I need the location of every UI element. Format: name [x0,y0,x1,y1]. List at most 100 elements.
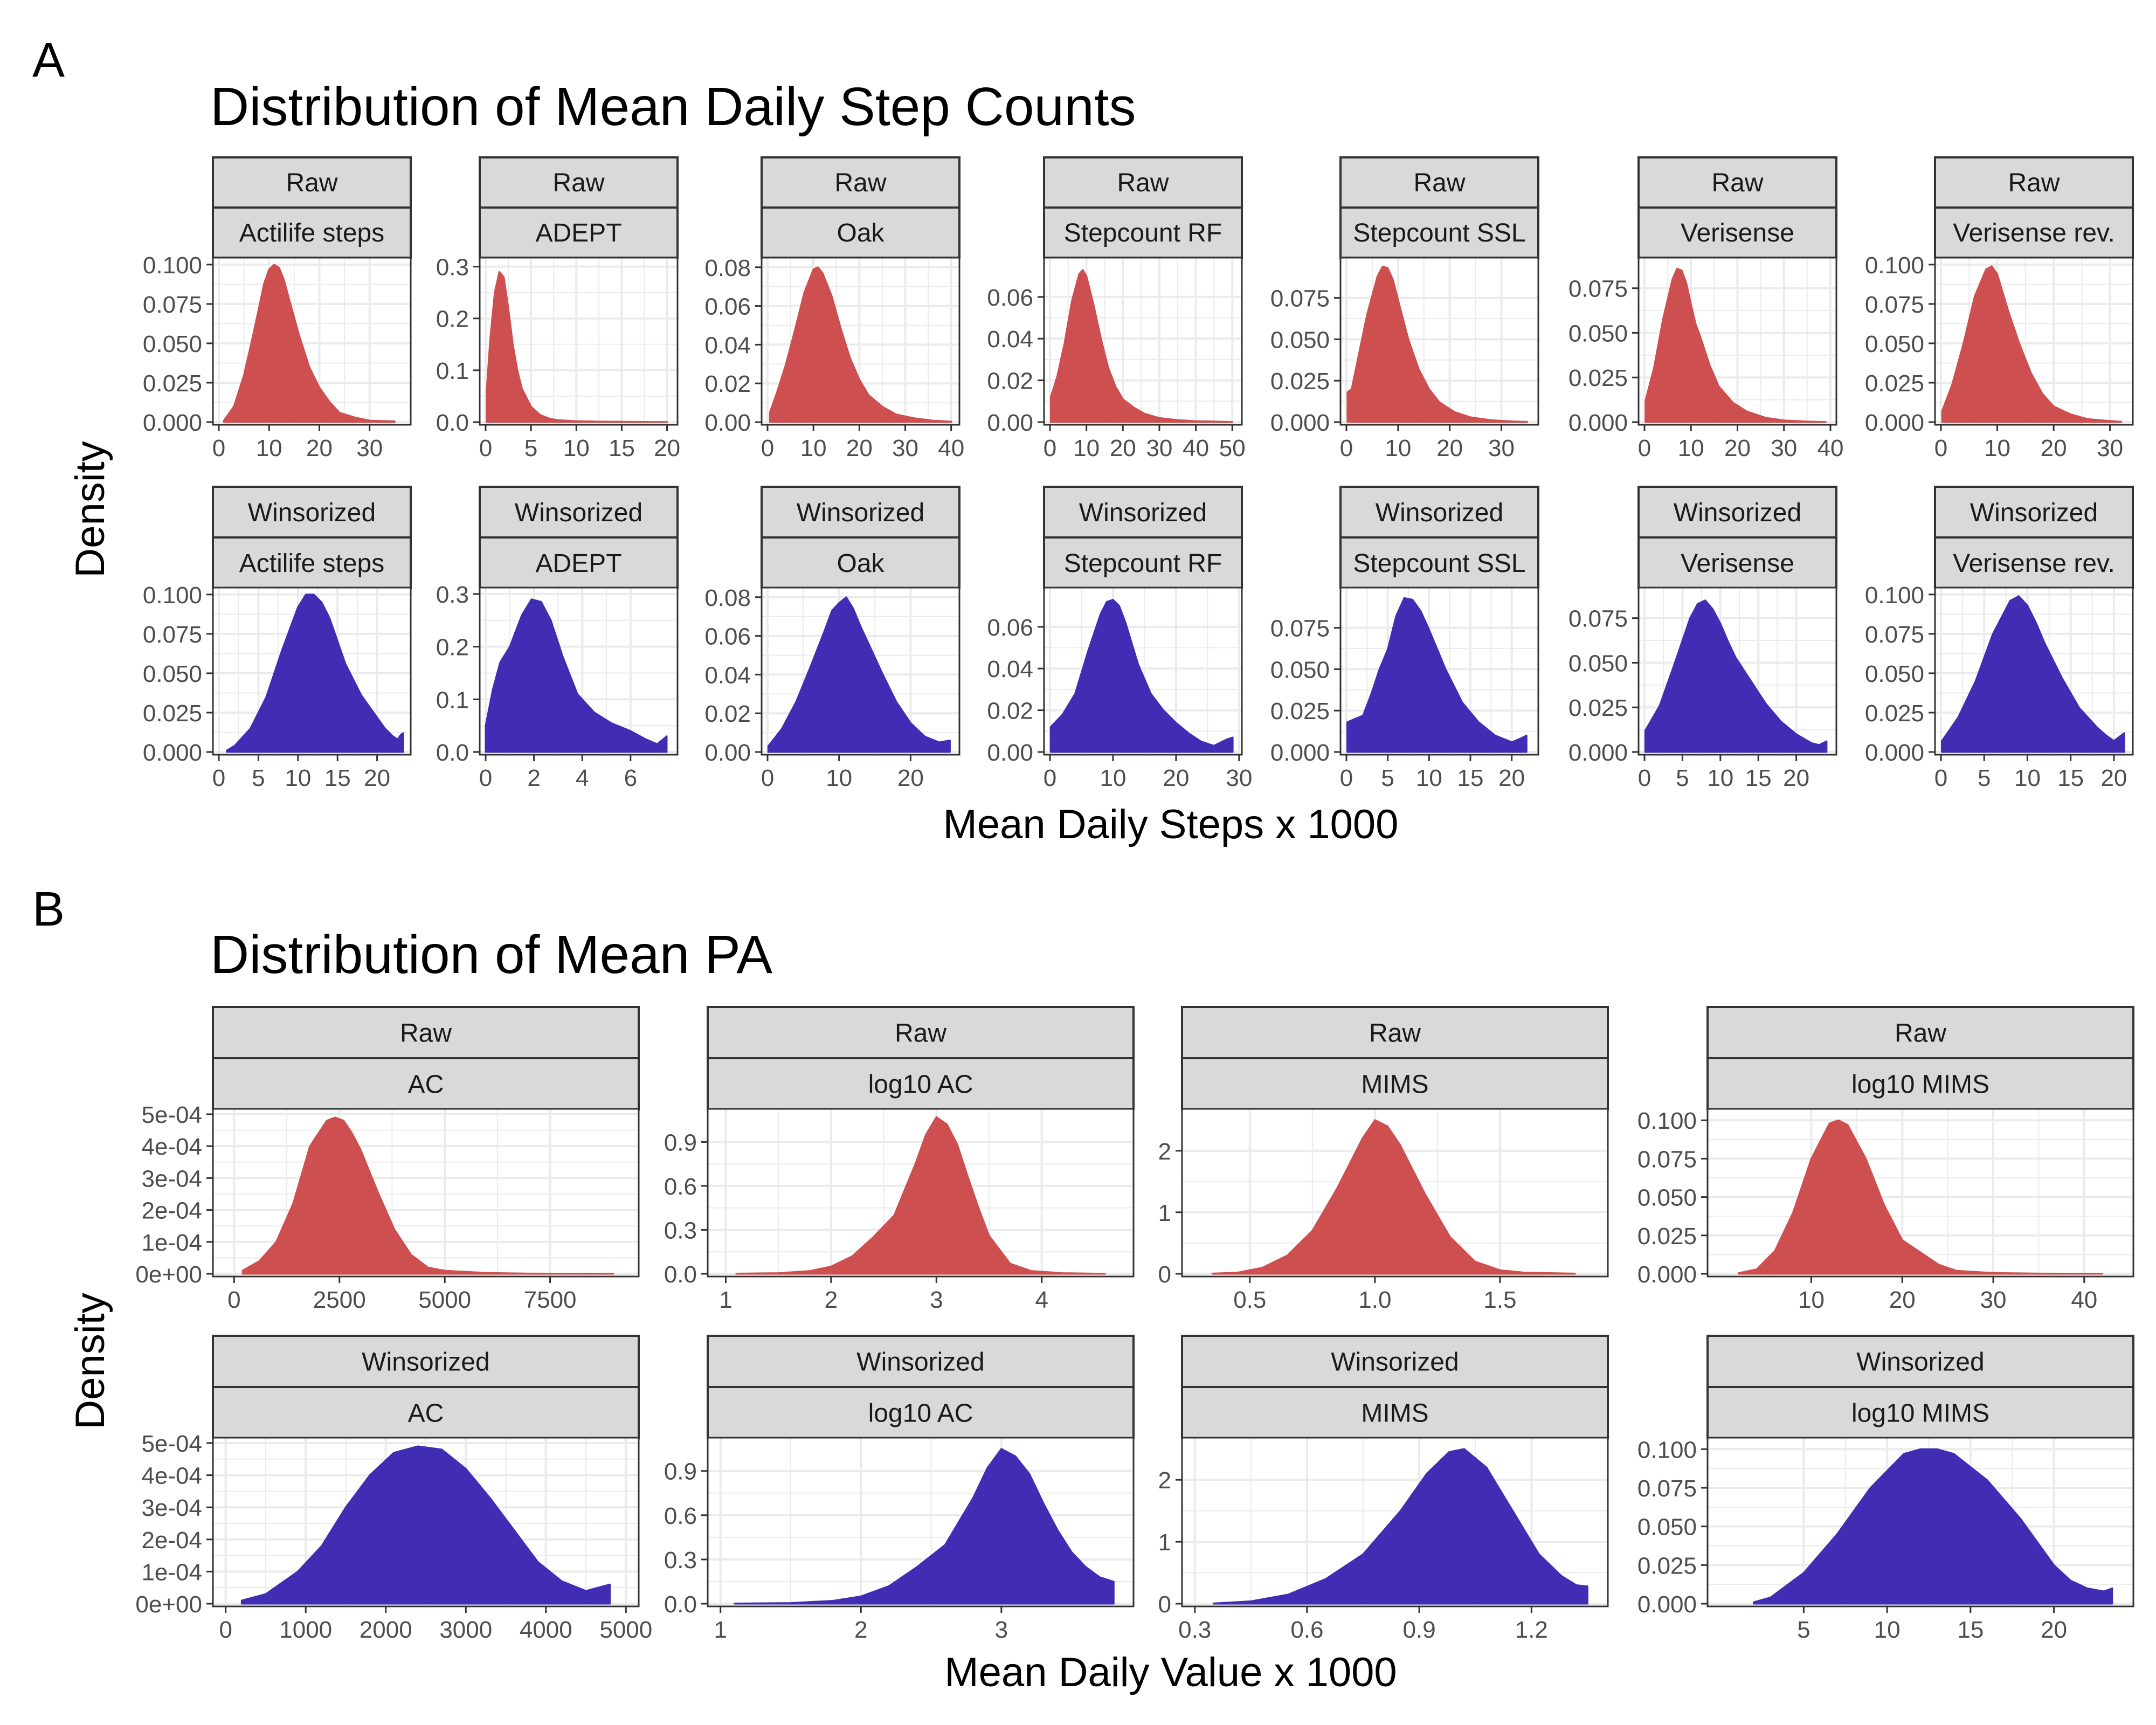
y-tick-label: 0.00 [704,410,751,436]
strip-label-method: log10 MIMS [1851,1399,1989,1428]
strip-method [1934,536,2134,589]
strip-row [1181,1006,1609,1059]
facet-panel: Winsorized Oak 0.00 0.02 0.04 0.06 0.08 0 10 20 [704,486,960,791]
facet-panel: Winsorized Verisense 0.000 0.025 0.050 0.075 0… [1568,486,1837,791]
y-tick-label: 0e+00 [135,1591,202,1618]
x-tick-label: 0 [761,435,774,461]
x-tick-label: 3 [995,1617,1008,1643]
y-tick-label: 0.06 [987,285,1033,311]
y-tick-label: 0.0 [664,1261,697,1288]
density-area [240,1445,611,1605]
y-tick-label: 0.000 [1637,1591,1697,1618]
strip-label-method: AC [408,1399,444,1428]
strip-label-row: Winsorized [1376,499,1503,527]
y-tick-label: 2e-04 [141,1198,202,1224]
x-tick-label: 2 [527,765,540,791]
x-tick-label: 0 [761,765,774,791]
x-tick-label: 20 [1436,435,1463,461]
y-tick-label: 0.075 [1637,1146,1697,1172]
y-tick-label: 0.02 [704,371,751,397]
y-tick-label: 0.025 [1568,695,1628,721]
section-a-title: Distribution of Mean Daily Step Counts [210,77,1136,137]
facet-panel: Raw log10 AC 0.0 0.3 0.6 0.9 1 2 3 4 [664,1006,1135,1313]
y-tick-label: 0.2 [436,306,469,333]
x-tick-label: 2000 [360,1617,412,1643]
y-tick-label: 0.075 [1865,292,1924,318]
y-tick-label: 0.02 [987,698,1033,724]
strip-label-row: Raw [895,1019,946,1048]
facet-panel: Winsorized Verisense rev. 0.000 0.025 0.050 0… [1865,486,2134,791]
x-tick-label: 20 [1498,765,1525,791]
x-tick-label: 6 [624,765,637,791]
strip-row [1339,156,1539,209]
x-tick-label: 20 [306,435,333,461]
y-tick-label: 0.025 [143,700,202,727]
strip-method [707,1057,1135,1110]
y-tick-label: 0.00 [987,740,1033,766]
x-tick-label: 15 [1745,765,1772,791]
x-tick-label: 5 [1381,765,1394,791]
strip-label-method: Verisense [1681,219,1794,247]
strip-method [1043,536,1243,589]
x-tick-label: 10 [1416,765,1442,791]
x-tick-label: 30 [892,435,918,461]
x-tick-label: 40 [2071,1287,2097,1313]
strip-label-row: Raw [1895,1019,1946,1048]
density-area [485,598,668,753]
y-tick-label: 0.100 [143,582,202,609]
x-tick-label: 0 [1934,765,1947,791]
y-tick-label: 0.025 [1270,698,1330,724]
y-tick-label: 0.04 [704,662,751,688]
y-tick-label: 0.0 [664,1591,697,1618]
y-tick-label: 0.02 [704,701,751,727]
x-tick-label: 20 [2041,1617,2067,1643]
strip-method [1181,1386,1609,1439]
x-tick-label: 5000 [599,1617,652,1643]
strip-label-row: Winsorized [1970,499,2098,527]
density-area [1211,1119,1576,1275]
x-tick-label: 50 [1219,435,1246,461]
x-tick-label: 40 [1818,435,1844,461]
y-tick-label: 2 [1158,1138,1171,1165]
strip-label-row: Winsorized [797,499,924,527]
y-tick-label: 0.9 [664,1459,697,1485]
y-tick-label: 0.9 [664,1129,697,1156]
y-tick-label: 0.100 [1637,1437,1697,1463]
y-tick-label: 5e-04 [141,1431,202,1457]
y-tick-label: 0.08 [704,255,751,281]
x-tick-label: 1.5 [1483,1287,1516,1313]
density-area [1212,1448,1588,1605]
strip-label-method: Stepcount RF [1064,219,1222,247]
section-b-title: Distribution of Mean PA [210,924,772,985]
density-area [1049,269,1233,423]
y-tick-label: 0.000 [1270,410,1330,436]
strip-label-method: log10 AC [868,1071,973,1099]
x-tick-label: 0 [219,1617,232,1643]
strip-label-method: Verisense [1681,549,1794,578]
strip-method [212,1057,640,1110]
y-tick-label: 3e-04 [141,1165,202,1192]
x-tick-label: 40 [938,435,964,461]
y-tick-label: 0.000 [1637,1261,1697,1288]
strip-label-row: Raw [400,1019,452,1048]
y-tick-label: 0.3 [664,1217,697,1244]
x-tick-label: 30 [2097,435,2123,461]
strip-label-method: MIMS [1361,1399,1428,1428]
strip-label-row: Winsorized [856,1348,984,1377]
y-tick-label: 0.06 [704,624,751,650]
y-tick-label: 0.3 [664,1547,697,1574]
x-tick-label: 0 [212,435,225,461]
y-tick-label: 0 [1158,1261,1171,1288]
x-tick-label: 10 [1073,435,1100,461]
panel-border [761,257,960,426]
strip-method [1339,536,1539,589]
x-tick-label: 1 [714,1617,727,1643]
x-tick-label: 20 [897,765,924,791]
facet-panel: Raw Stepcount SSL 0.000 0.025 0.050 0.075 0 10 2… [1270,156,1539,461]
x-tick-label: 1.2 [1515,1617,1548,1643]
strip-label-row: Raw [1413,169,1465,197]
y-tick-label: 0.00 [704,740,751,766]
section-a-ylabel: Density [67,441,113,577]
facet-panel: Raw Oak 0.00 0.02 0.04 0.06 0.08 0 10 20 30 40 [704,156,964,461]
x-tick-label: 15 [1457,765,1484,791]
